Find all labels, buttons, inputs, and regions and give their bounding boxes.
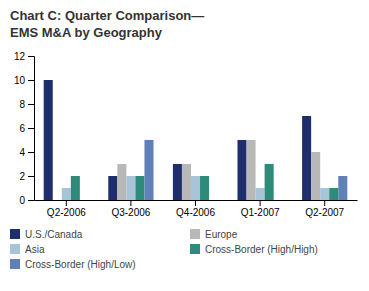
y-tick: 12: [14, 51, 34, 62]
y-tick: 4: [19, 147, 34, 158]
x-tick-label: Q1-2007: [241, 207, 280, 218]
bar: [135, 176, 144, 200]
legend-item: Asia: [10, 244, 45, 255]
y-tick: 8: [19, 99, 34, 110]
legend-label: Cross-Border (High/Low): [25, 259, 136, 270]
x-tick: Q2-2006: [47, 200, 86, 218]
x-tick-mark: [260, 200, 261, 206]
y-tick-mark: [28, 176, 34, 177]
legend-swatch: [10, 259, 20, 269]
bar-series: [144, 140, 347, 200]
bar: [338, 176, 347, 200]
bars: [44, 80, 348, 200]
y-tick-mark: [28, 200, 34, 201]
bar: [265, 164, 274, 200]
bar: [44, 80, 53, 200]
x-tick-label: Q2-2007: [305, 207, 344, 218]
y-tick-label: 0: [19, 195, 25, 206]
bar: [329, 188, 338, 200]
x-tick-label: Q3-2006: [111, 207, 150, 218]
legend-swatch: [10, 229, 20, 239]
legend-item: Cross-Border (High/High): [190, 244, 318, 255]
bar: [200, 176, 209, 200]
bar: [320, 188, 329, 200]
bar: [71, 176, 80, 200]
bar: [182, 164, 191, 200]
y-tick-label: 6: [19, 123, 25, 134]
x-tick-label: Q2-2006: [47, 207, 86, 218]
x-tick: Q4-2006: [176, 200, 215, 218]
x-tick-mark: [130, 200, 131, 206]
x-tick: Q1-2007: [241, 200, 280, 218]
bar: [80, 200, 89, 201]
legend-item: Cross-Border (High/Low): [10, 259, 136, 270]
legend-label: Europe: [205, 229, 238, 240]
y-tick-mark: [28, 56, 34, 57]
y-axis: 0 2 4 6 8 10 12: [14, 51, 35, 206]
y-tick: 2: [19, 171, 34, 182]
bar: [126, 176, 135, 200]
bar: [108, 176, 117, 200]
y-tick-mark: [28, 128, 34, 129]
legend-label: Cross-Border (High/High): [205, 244, 318, 255]
legend-item: U.S./Canada: [10, 229, 83, 240]
y-tick: 6: [19, 123, 34, 134]
x-tick: Q3-2006: [111, 200, 150, 218]
y-tick-label: 10: [14, 75, 26, 86]
legend-label: Asia: [25, 244, 45, 255]
bar: [191, 176, 200, 200]
y-tick-label: 2: [19, 171, 25, 182]
y-tick-label: 4: [19, 147, 25, 158]
y-tick: 0: [19, 195, 34, 206]
y-tick-label: 8: [19, 99, 25, 110]
y-tick: 10: [14, 75, 34, 86]
legend-swatch: [190, 229, 200, 239]
legend-label: U.S./Canada: [25, 229, 83, 240]
bar-series: [62, 176, 329, 200]
y-tick-mark: [28, 104, 34, 105]
y-tick-label: 12: [14, 51, 26, 62]
x-tick-mark: [324, 200, 325, 206]
bar: [302, 116, 311, 200]
x-tick: Q2-2007: [305, 200, 344, 218]
chart: Chart C: Quarter Comparison—EMS M&A by G…: [0, 0, 369, 291]
legend-swatch: [190, 244, 200, 254]
legend-swatch: [10, 244, 20, 254]
x-tick-label: Q4-2006: [176, 207, 215, 218]
bar-series: [71, 164, 338, 200]
y-axis-line: [28, 57, 35, 201]
bar: [144, 140, 153, 200]
y-tick-mark: [28, 80, 34, 81]
bar: [209, 200, 218, 201]
bar-series: [117, 140, 320, 200]
legend: U.S./Canada Europe Asia Cross-Border (High/…: [10, 229, 318, 270]
x-tick-mark: [195, 200, 196, 206]
bar: [274, 200, 283, 201]
bar: [117, 164, 126, 200]
x-tick-mark: [66, 200, 67, 206]
bar: [256, 188, 265, 200]
bar: [237, 140, 246, 200]
bar-series: [44, 80, 311, 200]
bar: [311, 152, 320, 200]
bar: [53, 200, 62, 201]
plot: 024681012Q2-2006Q3-2006Q4-2006Q1-2007Q2-…: [14, 51, 358, 218]
bar: [62, 188, 71, 200]
x-axis: Q2-2006 Q3-2006 Q4-2006 Q1-2007 Q2-2007: [35, 200, 358, 218]
legend-item: Europe: [190, 229, 238, 240]
title: Chart C: Quarter Comparison—EMS M&A by G…: [10, 8, 204, 40]
bar: [247, 140, 256, 200]
bar: [173, 164, 182, 200]
y-tick-mark: [28, 152, 34, 153]
